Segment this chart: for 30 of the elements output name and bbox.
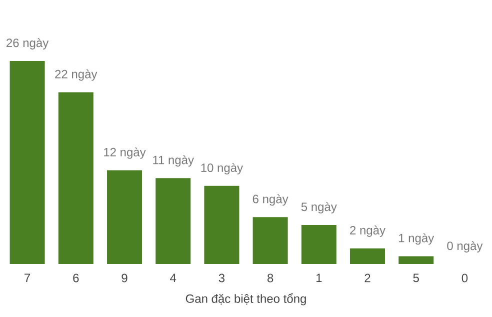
bar (204, 186, 240, 264)
bar (10, 61, 45, 264)
bar (252, 217, 288, 264)
x-axis-title: Gan đặc biệt theo tổng (186, 293, 306, 306)
bar (58, 92, 94, 264)
data-label: 22 ngày (55, 69, 98, 81)
bar (156, 178, 191, 264)
data-label: 26 ngày (6, 38, 49, 50)
x-tick-label: 7 (24, 274, 30, 282)
data-label: 2 ngày (350, 226, 386, 237)
x-tick-label: 1 (316, 274, 322, 282)
x-tick-label: 2 (364, 274, 370, 282)
x-tick-label: 8 (267, 274, 274, 282)
data-label: 11 ngày (153, 155, 194, 167)
data-label: 6 ngày (252, 194, 288, 206)
bar (350, 248, 386, 264)
x-tick-label: 4 (170, 274, 176, 282)
data-label: 1 ngày (399, 233, 434, 245)
x-tick-label: 6 (73, 274, 79, 282)
data-label: 5 ngày (301, 202, 337, 214)
data-label: 12 ngày (104, 147, 146, 159)
x-tick-label: 5 (413, 274, 419, 282)
bar (301, 224, 336, 264)
bar (398, 256, 434, 264)
data-label: 10 ngày (201, 163, 244, 174)
x-tick-label: 0 (462, 274, 468, 282)
bar (107, 170, 142, 264)
x-tick-label: 9 (122, 274, 128, 282)
x-tick-label: 3 (218, 274, 225, 282)
data-label: 0 ngày (447, 241, 483, 252)
